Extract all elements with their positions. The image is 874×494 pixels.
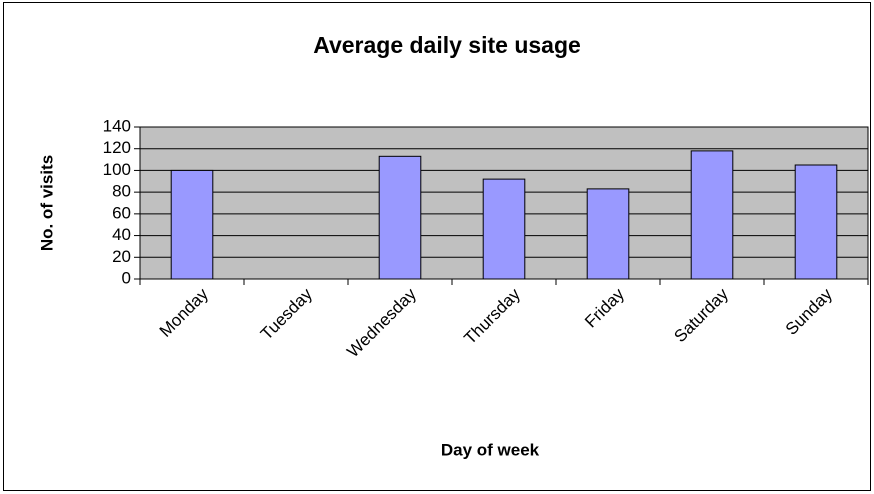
bar bbox=[482, 178, 526, 280]
bar bbox=[690, 150, 734, 280]
y-tick-label: 120 bbox=[103, 138, 131, 157]
bar bbox=[378, 155, 422, 280]
bar bbox=[170, 169, 214, 280]
y-tick-label: 60 bbox=[112, 203, 131, 222]
bar bbox=[794, 164, 838, 280]
y-tick-label: 40 bbox=[112, 225, 131, 244]
y-tick-label: 20 bbox=[112, 247, 131, 266]
y-tick-label: 100 bbox=[103, 160, 131, 179]
x-axis-label: Day of week bbox=[441, 440, 540, 459]
y-tick-label: 140 bbox=[103, 116, 131, 135]
y-tick-label: 0 bbox=[122, 268, 131, 287]
y-axis-label: No. of visits bbox=[37, 155, 56, 251]
chart-title: Average daily site usage bbox=[313, 32, 581, 58]
y-tick-label: 80 bbox=[112, 182, 131, 201]
bar bbox=[586, 188, 630, 280]
